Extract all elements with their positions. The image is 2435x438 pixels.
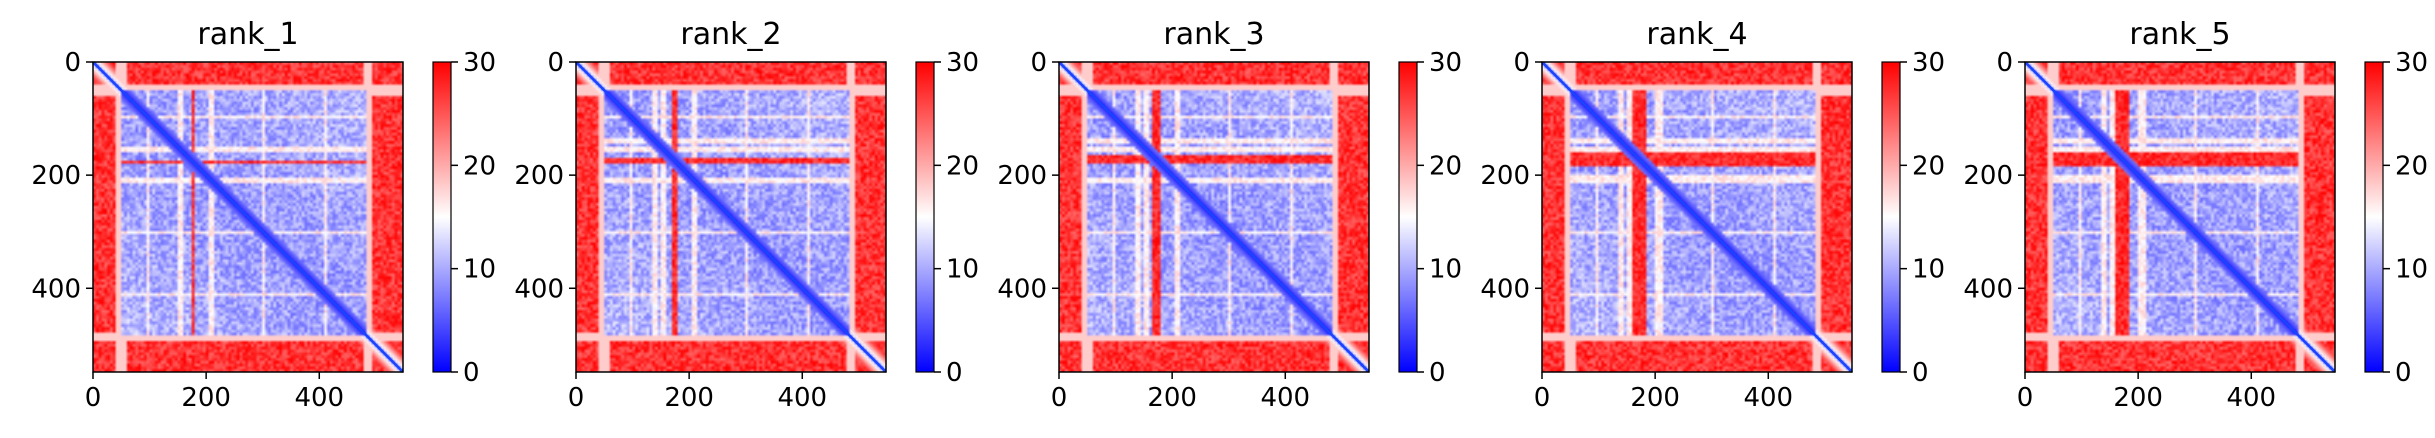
- y-tick-label: 200: [997, 161, 1047, 191]
- colorbar-tick-label: 30: [2395, 48, 2428, 78]
- axes-frame: [575, 61, 887, 373]
- x-tick-label: 0: [85, 383, 102, 413]
- diagonal-line: [1541, 61, 1853, 373]
- x-tick-label: 200: [2113, 383, 2163, 413]
- y-tick-label: 400: [997, 274, 1047, 304]
- colorbar: [2364, 61, 2384, 373]
- heatmap-panel-1: rank_1 0 200 400 0 200 400 0 10 20 30: [31, 17, 496, 413]
- x-tick-label: 200: [664, 383, 714, 413]
- y-tick-label: 400: [1963, 274, 2013, 304]
- x-tick-label: 400: [1743, 383, 1793, 413]
- colorbar-tick-label: 0: [946, 358, 963, 388]
- colorbar-tick-label: 20: [1912, 151, 1945, 181]
- heatmap-panel-3: rank_3 0 200 400 0 200 400 0 10 20 30: [997, 17, 1462, 413]
- axes-frame: [1058, 61, 1370, 373]
- y-tick-label: 200: [1480, 161, 1530, 191]
- colorbar-tick-label: 0: [463, 358, 480, 388]
- y-tick-label: 0: [1513, 48, 1530, 78]
- colorbar: [915, 61, 935, 373]
- y-tick-label: 400: [31, 274, 81, 304]
- panel-title: rank_5: [2129, 17, 2230, 52]
- y-tick-label: 400: [514, 274, 564, 304]
- diagonal-line: [2024, 61, 2336, 373]
- x-tick-label: 200: [1147, 383, 1197, 413]
- y-tick-label: 0: [1030, 48, 1047, 78]
- colorbar-tick-label: 20: [946, 151, 979, 181]
- colorbar-tick-label: 10: [463, 255, 496, 285]
- colorbar-tick-label: 0: [2395, 358, 2412, 388]
- colorbar-tick-label: 30: [463, 48, 496, 78]
- x-tick-label: 400: [2226, 383, 2276, 413]
- heatmap-panel-2: rank_2 0 200 400 0 200 400 0 10 20 30: [514, 17, 979, 413]
- x-tick-label: 400: [294, 383, 344, 413]
- x-tick-label: 0: [568, 383, 585, 413]
- colorbar: [1881, 61, 1901, 373]
- x-tick-label: 0: [2017, 383, 2034, 413]
- diagonal-line: [92, 61, 404, 373]
- y-tick-label: 400: [1480, 274, 1530, 304]
- colorbar-tick-label: 20: [463, 151, 496, 181]
- y-tick-label: 200: [514, 161, 564, 191]
- colorbar: [1398, 61, 1418, 373]
- colorbar-tick-label: 0: [1429, 358, 1446, 388]
- heatmap-panel-5: rank_5 0 200 400 0 200 400 0 10 20 30: [1963, 17, 2428, 413]
- y-tick-label: 200: [31, 161, 81, 191]
- x-tick-label: 400: [1260, 383, 1310, 413]
- y-tick-label: 200: [1963, 161, 2013, 191]
- x-tick-label: 0: [1051, 383, 1068, 413]
- colorbar-tick-label: 10: [1912, 255, 1945, 285]
- panel-title: rank_2: [680, 17, 781, 52]
- y-tick-label: 0: [547, 48, 564, 78]
- panel-title: rank_4: [1646, 17, 1747, 52]
- y-tick-label: 0: [1996, 48, 2013, 78]
- diagonal-line: [575, 61, 887, 373]
- diagonal-line: [1058, 61, 1370, 373]
- x-tick-label: 400: [777, 383, 827, 413]
- x-tick-label: 200: [181, 383, 231, 413]
- colorbar-tick-label: 30: [1429, 48, 1462, 78]
- x-tick-label: 200: [1630, 383, 1680, 413]
- colorbar-tick-label: 10: [946, 255, 979, 285]
- colorbar-tick-label: 20: [2395, 151, 2428, 181]
- heatmap-panel-4: rank_4 0 200 400 0 200 400 0 10 20 30: [1480, 17, 1945, 413]
- colorbar-tick-label: 30: [1912, 48, 1945, 78]
- x-tick-label: 0: [1534, 383, 1551, 413]
- axes-frame: [2024, 61, 2336, 373]
- axes-frame: [92, 61, 404, 373]
- panel-title: rank_1: [197, 17, 298, 52]
- colorbar-tick-label: 20: [1429, 151, 1462, 181]
- colorbar-tick-label: 10: [2395, 255, 2428, 285]
- colorbar-tick-label: 0: [1912, 358, 1929, 388]
- colorbar-tick-label: 10: [1429, 255, 1462, 285]
- y-tick-label: 0: [64, 48, 81, 78]
- colorbar-tick-label: 30: [946, 48, 979, 78]
- axes-frame: [1541, 61, 1853, 373]
- colorbar: [432, 61, 452, 373]
- panel-title: rank_3: [1163, 17, 1264, 52]
